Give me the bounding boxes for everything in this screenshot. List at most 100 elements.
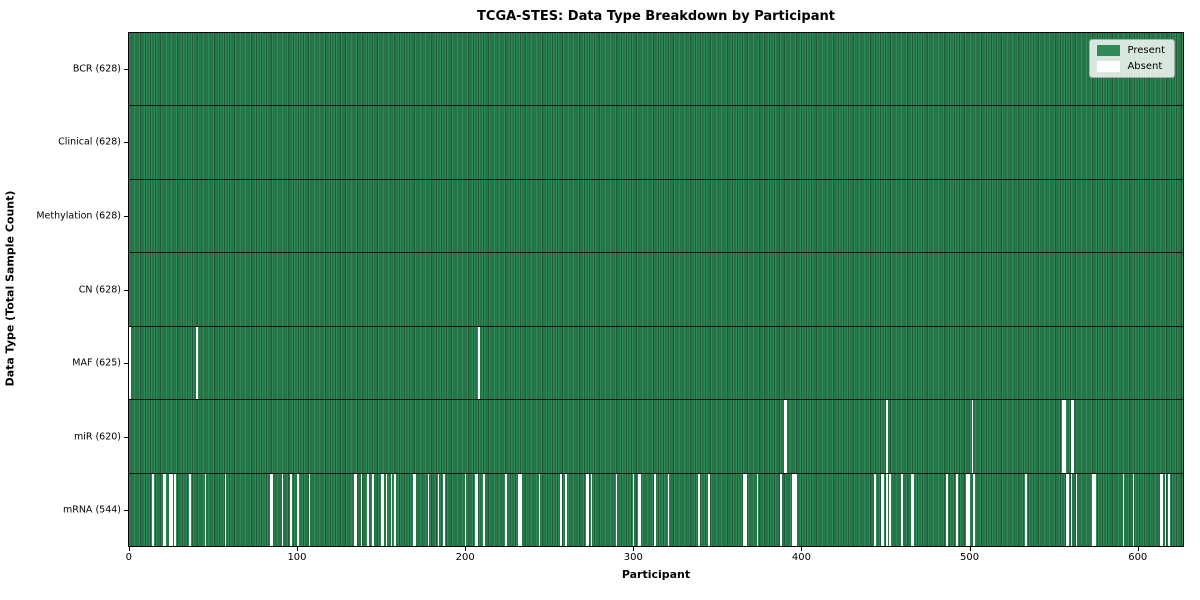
absent-stripe xyxy=(565,473,568,546)
absent-stripe xyxy=(971,400,974,473)
x-tick-mark xyxy=(801,547,803,551)
x-tick-mark xyxy=(128,547,130,551)
absent-stripe xyxy=(889,473,891,546)
absent-stripe xyxy=(204,473,207,546)
absent-stripe xyxy=(174,473,176,546)
absent-stripe xyxy=(1070,473,1073,546)
y-tick-mark xyxy=(124,142,128,144)
absent-stripe xyxy=(269,473,274,546)
absent-stripe xyxy=(412,473,416,546)
absent-stripe xyxy=(791,473,797,546)
y-tick-label: mRNA (544) xyxy=(62,504,121,516)
y-tick-mark xyxy=(124,436,128,438)
legend-item-absent: Absent xyxy=(1097,61,1165,72)
x-tick-mark xyxy=(969,547,971,551)
absent-stripe xyxy=(966,473,970,546)
x-tick-mark xyxy=(1137,547,1139,551)
x-tick-mark xyxy=(465,547,467,551)
absent-stripe xyxy=(1070,400,1074,473)
absent-stripe xyxy=(474,473,479,546)
y-tick-mark xyxy=(124,510,128,512)
x-axis-title: Participant xyxy=(621,568,691,581)
x-tick-label: 100 xyxy=(287,552,307,563)
absent-stripe xyxy=(196,326,198,400)
absent-stripe xyxy=(901,473,903,546)
absent-stripe xyxy=(973,473,975,546)
absent-stripe xyxy=(615,473,618,546)
absent-stripe xyxy=(152,473,155,546)
absent-stripe xyxy=(372,473,375,546)
absent-stripe xyxy=(756,473,759,546)
heatmap-row-BCR xyxy=(129,33,1183,107)
absent-stripe xyxy=(353,473,358,546)
absent-stripe xyxy=(708,473,710,546)
absent-stripe xyxy=(504,473,507,546)
x-tick-label: 0 xyxy=(125,552,133,563)
absent-stripe xyxy=(1122,473,1125,546)
absent-stripe xyxy=(390,473,393,546)
absent-stripe xyxy=(885,473,888,546)
absent-stripe xyxy=(1075,473,1078,546)
plot-area: Present Absent xyxy=(128,32,1184,547)
absent-stripe xyxy=(162,473,166,546)
heatmap-row-Methylation xyxy=(129,179,1183,254)
absent-stripe xyxy=(590,473,593,546)
absent-stripe xyxy=(296,473,299,546)
absent-stripe xyxy=(189,473,192,546)
absent-stripe xyxy=(911,473,915,546)
x-tick-label: 400 xyxy=(791,552,811,563)
absent-stripe xyxy=(654,473,656,546)
absent-stripe xyxy=(437,473,440,546)
absent-stripe xyxy=(442,473,445,546)
absent-stripe xyxy=(637,473,641,546)
legend-label-present: Present xyxy=(1127,45,1165,56)
heatmap-row-CN xyxy=(129,253,1183,327)
absent-stripe xyxy=(483,473,485,546)
absent-stripe xyxy=(956,473,959,546)
y-tick-label: MAF (625) xyxy=(72,357,121,369)
absent-stripe xyxy=(560,473,562,546)
absent-stripe xyxy=(538,473,541,546)
absent-stripe xyxy=(885,400,888,473)
y-tick-label: CN (628) xyxy=(78,284,121,295)
absent-stripe xyxy=(380,473,385,546)
absent-stripe xyxy=(394,473,396,546)
y-tick-label: BCR (628) xyxy=(72,63,121,75)
chart-title: TCGA-STES: Data Type Breakdown by Partic… xyxy=(477,9,835,24)
absent-stripe xyxy=(783,400,787,473)
x-tick-mark xyxy=(633,547,635,551)
x-tick-label: 300 xyxy=(623,552,643,563)
x-tick-mark xyxy=(296,547,298,551)
y-tick-label: Methylation (628) xyxy=(36,210,121,222)
y-tick-mark xyxy=(124,289,128,291)
absent-stripe xyxy=(478,326,480,400)
absent-stripe xyxy=(946,473,949,546)
absent-stripe xyxy=(1025,473,1027,546)
absent-stripe xyxy=(585,473,589,546)
absent-stripe xyxy=(1132,473,1135,546)
absent-stripe xyxy=(1164,473,1167,546)
absent-stripe xyxy=(427,473,430,546)
legend: Present Absent xyxy=(1089,39,1175,78)
x-tick-label: 600 xyxy=(1128,552,1148,563)
x-tick-label: 500 xyxy=(960,552,980,563)
absent-stripe xyxy=(1065,473,1069,546)
x-tick-label: 200 xyxy=(455,552,475,563)
heatmap-row-miR xyxy=(129,400,1183,474)
absent-stripe xyxy=(518,473,522,546)
absent-stripe xyxy=(743,473,747,546)
absent-stripe xyxy=(464,473,467,546)
absent-stripe xyxy=(1167,473,1170,546)
present-swatch-icon xyxy=(1097,45,1121,56)
y-tick-label: Clinical (628) xyxy=(58,136,121,148)
absent-stripe xyxy=(780,473,782,546)
absent-stripe xyxy=(290,473,292,546)
legend-label-absent: Absent xyxy=(1127,61,1163,72)
heatmap-row-MAF xyxy=(129,326,1183,401)
absent-stripe xyxy=(281,473,284,546)
y-tick-mark xyxy=(124,363,128,365)
absent-stripe xyxy=(308,473,311,546)
absent-stripe xyxy=(385,473,388,546)
absent-stripe xyxy=(1062,400,1066,473)
